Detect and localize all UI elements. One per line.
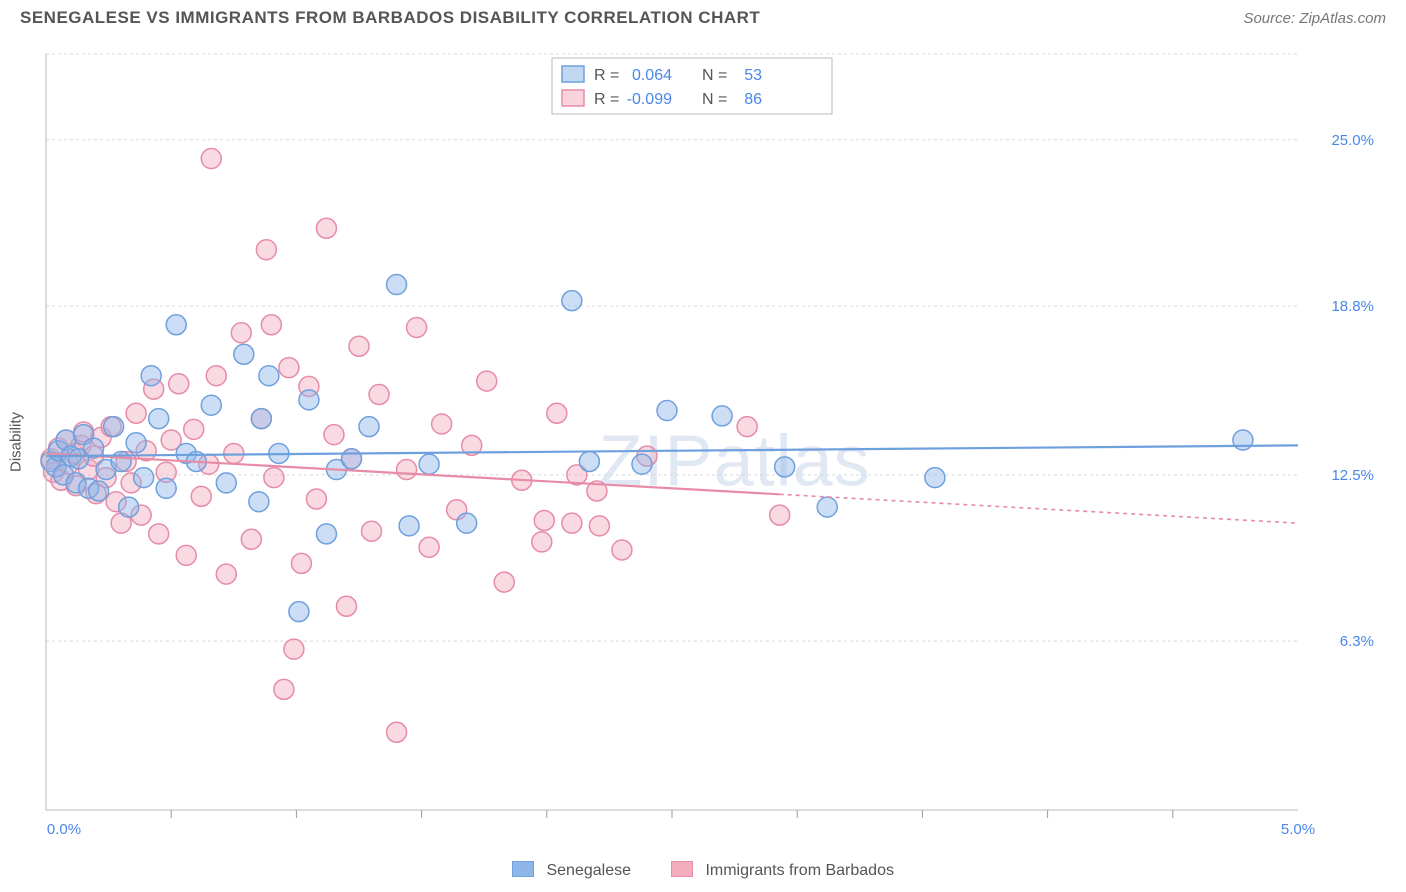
legend-item-a: Senegalese xyxy=(512,861,631,880)
svg-text:N =: N = xyxy=(702,67,727,84)
legend-item-b: Immigrants from Barbados xyxy=(671,861,894,880)
chart-title: SENEGALESE VS IMMIGRANTS FROM BARBADOS D… xyxy=(20,8,760,28)
svg-text:-0.099: -0.099 xyxy=(627,91,672,108)
svg-text:5.0%: 5.0% xyxy=(1281,821,1315,838)
swatch-b xyxy=(671,861,693,877)
svg-text:N =: N = xyxy=(702,91,727,108)
y-axis-label: Disability xyxy=(8,412,25,472)
svg-text:0.064: 0.064 xyxy=(632,67,672,84)
svg-text:53: 53 xyxy=(744,67,762,84)
scatter-plot-svg: 6.3%12.5%18.8%25.0%ZIPatlas0.0%5.0%R =0.… xyxy=(40,44,1386,840)
svg-text:18.8%: 18.8% xyxy=(1331,298,1374,315)
legend-label-a: Senegalese xyxy=(546,862,631,879)
svg-text:0.0%: 0.0% xyxy=(47,821,81,838)
svg-text:R =: R = xyxy=(594,67,619,84)
legend-label-b: Immigrants from Barbados xyxy=(705,862,894,879)
source-attribution: Source: ZipAtlas.com xyxy=(1243,10,1386,27)
bottom-legend: Senegalese Immigrants from Barbados xyxy=(0,861,1406,880)
svg-text:12.5%: 12.5% xyxy=(1331,467,1374,484)
chart-area: Disability 6.3%12.5%18.8%25.0%ZIPatlas0.… xyxy=(40,44,1386,840)
svg-text:6.3%: 6.3% xyxy=(1340,633,1374,650)
svg-text:25.0%: 25.0% xyxy=(1331,132,1374,149)
svg-text:86: 86 xyxy=(744,91,762,108)
swatch-a xyxy=(512,861,534,877)
svg-text:R =: R = xyxy=(594,91,619,108)
